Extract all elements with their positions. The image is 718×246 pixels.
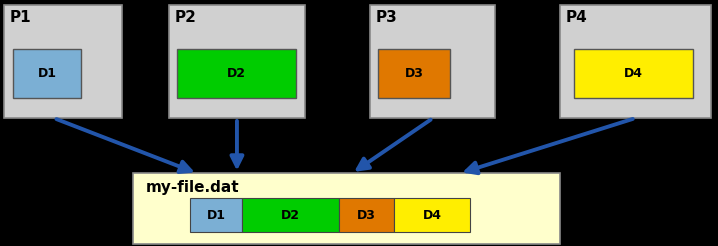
Bar <box>190 198 243 232</box>
Text: D1: D1 <box>37 67 57 80</box>
Bar <box>370 5 495 118</box>
Text: my-file.dat: my-file.dat <box>146 180 239 195</box>
Bar <box>133 173 560 244</box>
Text: P1: P1 <box>9 10 31 25</box>
Bar <box>4 5 122 118</box>
Bar <box>574 49 693 98</box>
Text: P2: P2 <box>174 10 196 25</box>
Text: D2: D2 <box>227 67 246 80</box>
Bar <box>560 5 711 118</box>
Bar <box>339 198 394 232</box>
Text: P3: P3 <box>376 10 397 25</box>
Bar <box>169 5 305 118</box>
Text: P4: P4 <box>566 10 587 25</box>
Text: D4: D4 <box>422 209 442 222</box>
Bar <box>378 49 450 98</box>
Text: D4: D4 <box>624 67 643 80</box>
Text: D3: D3 <box>357 209 376 222</box>
Bar <box>13 49 81 98</box>
Bar <box>243 198 339 232</box>
Bar <box>394 198 470 232</box>
Text: D3: D3 <box>405 67 424 80</box>
Text: D1: D1 <box>207 209 226 222</box>
Text: D2: D2 <box>281 209 300 222</box>
Bar <box>177 49 296 98</box>
